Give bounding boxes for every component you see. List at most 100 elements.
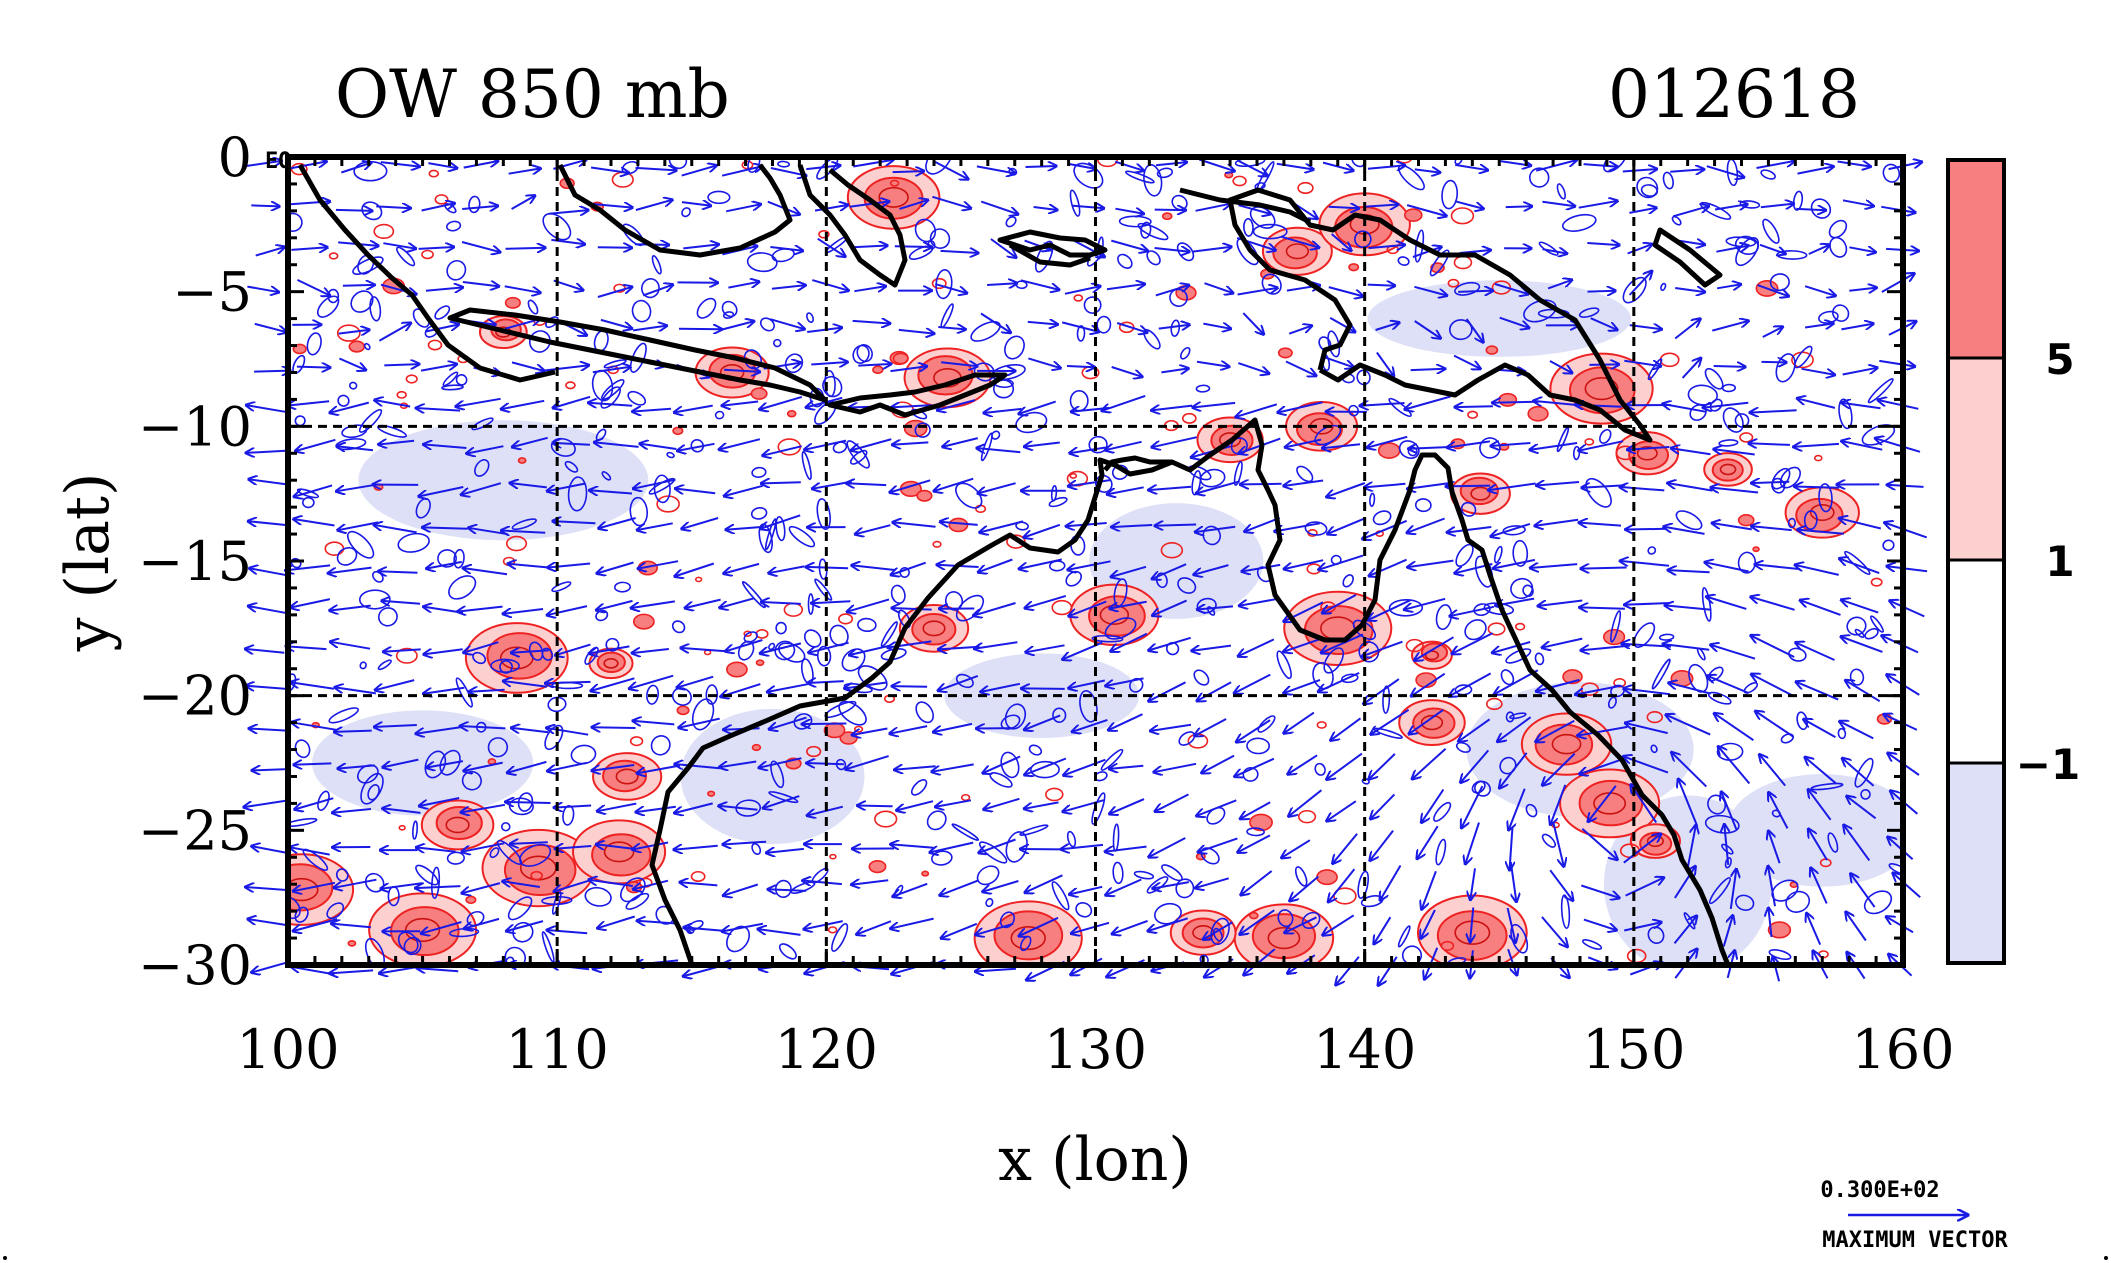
wind-vector	[674, 846, 718, 850]
positive-ow-core	[1711, 458, 1744, 482]
wind-vector	[1536, 678, 1580, 692]
wind-vector	[463, 161, 499, 169]
wind-vector	[416, 408, 461, 411]
positive-ow-ring	[404, 917, 441, 943]
colorbar-label-1: 1	[2045, 537, 2074, 586]
wind-vector	[589, 490, 633, 493]
wind-vector	[293, 881, 336, 891]
wind-vector	[1380, 864, 1402, 901]
negative-contour	[770, 760, 785, 789]
negative-contour	[1052, 707, 1067, 723]
negative-contour	[1397, 925, 1411, 948]
wind-vector	[847, 598, 890, 611]
wind-vector	[1583, 164, 1618, 167]
wind-vector	[1280, 235, 1319, 248]
wind-vector	[632, 326, 667, 331]
wind-vector	[1284, 916, 1317, 933]
negative-contour	[1004, 335, 1025, 360]
negative-contour	[1794, 345, 1813, 369]
negative-contour	[671, 620, 686, 634]
wind-vector	[1492, 402, 1539, 403]
wind-vector	[1768, 831, 1781, 864]
wind-vector	[591, 677, 635, 691]
wind-vector	[1748, 443, 1790, 445]
wind-vector	[336, 484, 374, 491]
wind-vector	[1849, 247, 1876, 252]
negative-contour	[335, 868, 349, 882]
page-corner-mark	[3, 1256, 7, 1260]
wind-vector	[1756, 161, 1795, 169]
wind-vector	[418, 247, 455, 249]
wind-vector	[1068, 600, 1107, 617]
x-axis-label: x (lon)	[998, 1125, 1192, 1195]
positive-contour	[1485, 697, 1503, 711]
wind-vector	[506, 920, 544, 931]
colorbar-label-5: 5	[2045, 335, 2074, 384]
wind-vector	[1061, 321, 1099, 332]
wind-vector	[728, 282, 759, 289]
negative-contour	[1556, 183, 1566, 200]
negative-contour	[773, 338, 782, 348]
wind-vector	[1063, 758, 1106, 776]
positive-ow-core	[1534, 723, 1594, 766]
wind-vector	[1285, 360, 1316, 376]
wind-vector	[596, 599, 633, 610]
wind-vector	[635, 200, 673, 211]
wind-vector	[932, 195, 971, 209]
negative-contour	[439, 749, 461, 776]
negative-contour	[1314, 424, 1342, 446]
wind-vector	[462, 882, 501, 893]
wind-vector	[1668, 570, 1710, 572]
negative-contour	[348, 381, 358, 390]
wind-vector	[1505, 206, 1533, 207]
wind-vector	[1706, 165, 1745, 177]
positive-ow-core	[591, 833, 652, 877]
negative-contour	[1193, 669, 1210, 686]
wind-vector	[681, 202, 711, 206]
wind-vector	[1721, 792, 1738, 831]
wind-vector	[1238, 638, 1275, 656]
wind-vector	[1284, 559, 1324, 569]
positive-ow-ring	[1584, 377, 1619, 401]
wind-vector	[1111, 525, 1153, 527]
negative-contour	[1342, 574, 1354, 588]
wind-vector	[1322, 444, 1361, 448]
wind-vector	[329, 606, 371, 611]
negative-contour	[397, 532, 430, 553]
negative-contour	[1734, 413, 1750, 428]
wind-vector	[598, 517, 636, 528]
negative-contour	[856, 344, 873, 363]
wind-vector	[249, 568, 288, 577]
negative-contour	[1083, 296, 1102, 314]
negative-contour	[1028, 744, 1043, 756]
wind-vector	[807, 805, 844, 816]
negative-contour	[1065, 570, 1082, 587]
wind-vector	[987, 283, 1017, 285]
wind-vector	[285, 564, 331, 570]
wind-vector	[1019, 558, 1063, 569]
wind-vector	[1111, 239, 1148, 251]
wind-vector	[892, 442, 929, 444]
wind-vector	[811, 601, 851, 603]
wind-vector	[382, 758, 419, 768]
negative-contour	[1213, 927, 1223, 942]
negative-contour	[1125, 170, 1155, 184]
wind-vector	[417, 968, 459, 971]
negative-contour	[788, 525, 816, 548]
positive-contour	[428, 169, 439, 178]
negative-contour	[707, 190, 731, 205]
negative-contour	[600, 386, 621, 409]
positive-contour	[1073, 294, 1084, 302]
wind-vector	[802, 881, 842, 885]
wind-vector	[1112, 919, 1148, 934]
wind-vector	[246, 405, 292, 414]
wind-vector	[1729, 869, 1737, 910]
positive-contour	[874, 810, 898, 828]
wind-vector	[1234, 757, 1275, 777]
wind-vector	[1878, 400, 1919, 410]
negative-contour	[751, 842, 762, 855]
wind-vector	[1581, 827, 1617, 860]
wind-vector	[1155, 793, 1189, 811]
positive-contour	[348, 340, 366, 353]
wind-vector	[1530, 442, 1578, 450]
